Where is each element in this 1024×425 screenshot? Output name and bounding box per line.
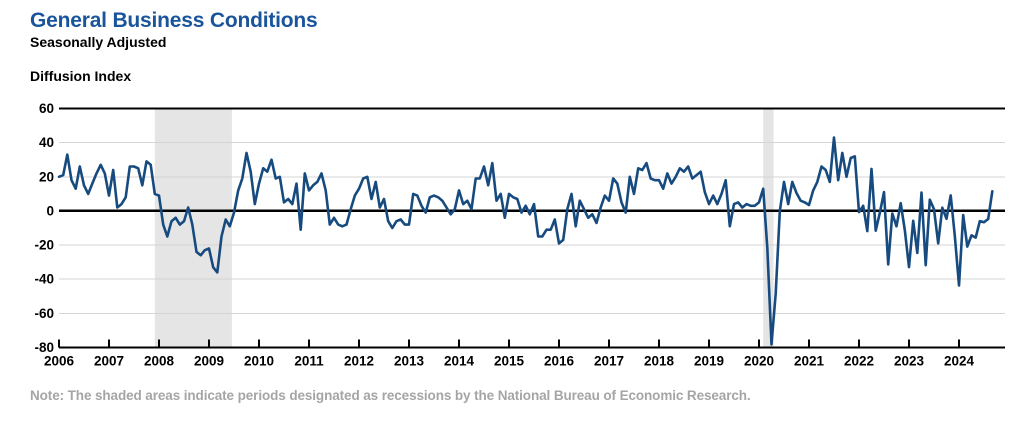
x-tick-label-2019: 2019 <box>694 354 724 369</box>
x-tick-label-2010: 2010 <box>244 354 274 369</box>
x-tick-label-2024: 2024 <box>944 354 975 369</box>
x-tick-label-2022: 2022 <box>844 354 874 369</box>
x-tick-label-2015: 2015 <box>494 354 525 369</box>
diffusion-index-series <box>57 136 994 346</box>
y-tick-label-60: 60 <box>39 101 54 116</box>
x-tick-label-2012: 2012 <box>344 354 374 369</box>
x-tick-label-2023: 2023 <box>894 354 925 369</box>
recession-shading-note: Note: The shaded areas indicate periods … <box>30 388 751 403</box>
x-tick-label-2008: 2008 <box>144 354 175 369</box>
y-tick-label--40: -40 <box>34 272 54 287</box>
y-tick-label-0: 0 <box>46 203 54 218</box>
x-tick-label-2011: 2011 <box>294 354 324 369</box>
x-tick-label-2018: 2018 <box>644 354 675 369</box>
y-tick-label--80: -80 <box>34 340 54 355</box>
x-tick-label-2014: 2014 <box>444 354 475 369</box>
y-tick-label-20: 20 <box>39 169 54 184</box>
x-tick-label-2021: 2021 <box>794 354 825 369</box>
x-tick-label-2016: 2016 <box>544 354 575 369</box>
y-tick-label--60: -60 <box>34 306 54 321</box>
chart-subtitle: Seasonally Adjusted <box>30 34 167 50</box>
x-tick-label-2007: 2007 <box>94 354 124 369</box>
y-axis-unit-label: Diffusion Index <box>30 68 132 84</box>
x-tick-label-2009: 2009 <box>194 354 224 369</box>
x-tick-label-2017: 2017 <box>594 354 624 369</box>
x-tick-label-2013: 2013 <box>394 354 425 369</box>
page-title: General Business Conditions <box>30 9 318 32</box>
y-tick-label--20: -20 <box>34 238 54 253</box>
y-tick-label-40: 40 <box>39 135 54 150</box>
x-tick-label-2006: 2006 <box>44 354 75 369</box>
x-tick-label-2020: 2020 <box>744 354 774 369</box>
recession-band-2 <box>763 108 774 348</box>
